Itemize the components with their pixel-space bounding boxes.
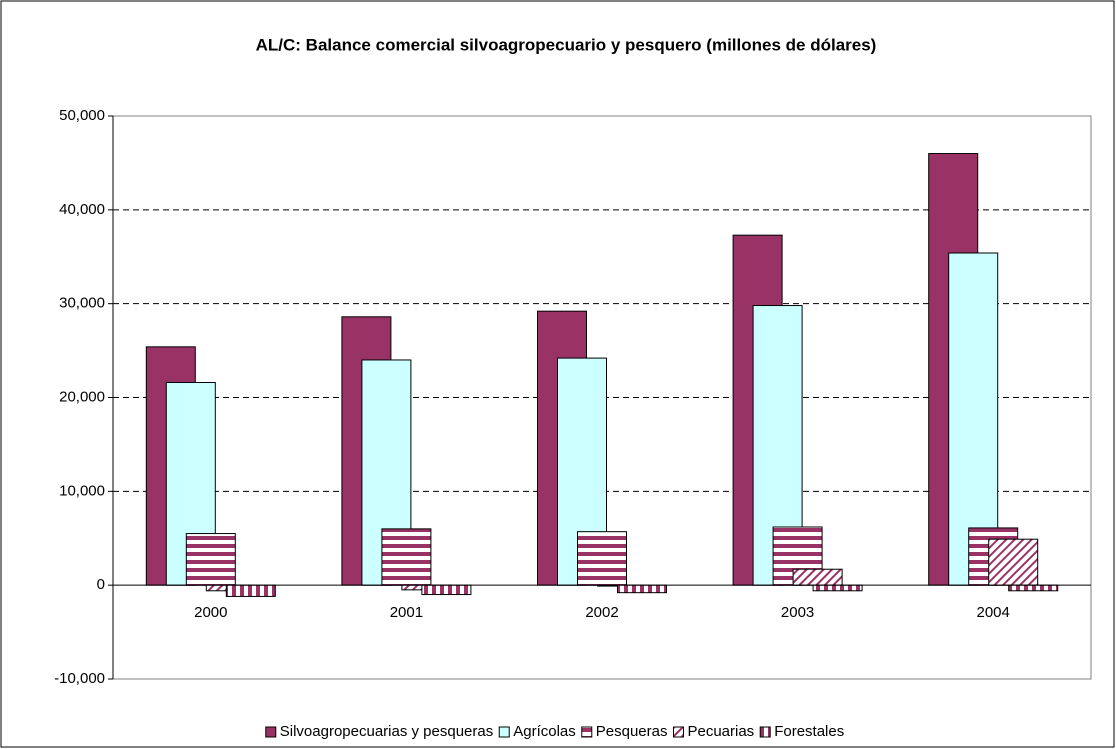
bar <box>812 584 863 592</box>
legend-swatch <box>759 726 771 738</box>
legend-swatch <box>672 726 684 738</box>
legend-label: Pecuarias <box>687 723 754 740</box>
legend-swatch <box>581 726 593 738</box>
x-tick-label: 2003 <box>781 604 814 621</box>
bar <box>792 568 843 586</box>
y-tick-label: 30,000 <box>59 295 105 312</box>
x-tick-label: 2004 <box>977 604 1010 621</box>
legend-swatch <box>498 726 510 738</box>
x-tick-label: 2001 <box>390 604 423 621</box>
bar <box>577 531 627 586</box>
bar <box>421 584 472 596</box>
bar <box>185 533 236 586</box>
y-tick-label: -10,000 <box>54 670 105 687</box>
y-tick-label: 40,000 <box>59 201 105 218</box>
y-tick-label: 10,000 <box>59 482 105 499</box>
y-tick-label: 0 <box>97 576 105 593</box>
legend-label: Pesqueras <box>596 723 668 740</box>
x-tick-label: 2002 <box>585 604 618 621</box>
bar <box>225 584 276 597</box>
x-tick-label: 2000 <box>194 604 227 621</box>
y-tick-label: 50,000 <box>59 107 105 124</box>
bar <box>988 538 1039 586</box>
legend-label: Forestales <box>774 723 844 740</box>
legend-swatch <box>265 726 277 738</box>
y-tick-label: 20,000 <box>59 388 105 405</box>
legend-label: Agrícolas <box>513 723 576 740</box>
bar <box>381 528 432 586</box>
bar <box>617 584 667 594</box>
legend-label: Silvoagropecuarias y pesqueras <box>280 723 493 740</box>
chart-title: AL/C: Balance comercial silvoagropecuari… <box>256 35 877 54</box>
bar <box>1008 584 1059 592</box>
